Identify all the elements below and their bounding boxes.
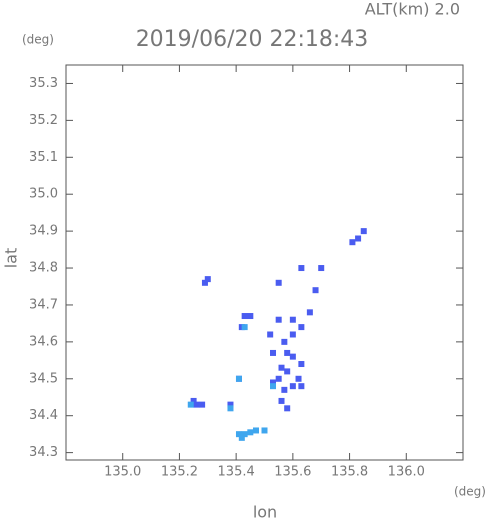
x-tick-label: 135.6: [274, 465, 311, 480]
echo: [298, 383, 305, 390]
echo: [298, 324, 305, 331]
echo: [235, 431, 242, 438]
plot-frame: [65, 64, 464, 461]
y-tick-label: 34.4: [29, 408, 58, 423]
y-tick-label: 35.0: [29, 187, 58, 202]
echo: [241, 431, 248, 438]
echo: [275, 316, 282, 323]
echo: [289, 331, 296, 338]
x-tick-label: 135.0: [104, 465, 141, 480]
echo: [289, 383, 296, 390]
echo: [284, 349, 291, 356]
echo: [298, 361, 305, 368]
echo: [201, 279, 208, 286]
echo: [270, 349, 277, 356]
y-tick-label: 34.6: [29, 334, 58, 349]
echo: [238, 434, 245, 441]
x-tick-label: 135.4: [218, 465, 255, 480]
echo: [275, 279, 282, 286]
echo: [281, 338, 288, 345]
echo: [318, 265, 325, 272]
chart-title: 2019/06/20 22:18:43: [136, 27, 369, 52]
echo: [281, 386, 288, 393]
echo: [241, 324, 248, 331]
echo: [199, 401, 206, 408]
echo: [241, 313, 248, 320]
echo: [289, 316, 296, 323]
y-tick-label: 34.9: [29, 224, 58, 239]
echo: [193, 401, 200, 408]
x-tick-label: 135.8: [331, 465, 368, 480]
echo: [270, 379, 277, 386]
echo: [284, 405, 291, 412]
echo: [278, 364, 285, 371]
altitude: ALT(km) 2.0: [365, 0, 460, 19]
echo: [275, 375, 282, 382]
echo: [278, 397, 285, 404]
echo: [298, 265, 305, 272]
x-tick-label: 135.2: [161, 465, 198, 480]
y-axis-label: lat: [2, 248, 21, 269]
echo: [312, 287, 319, 294]
echo: [190, 397, 197, 404]
echo: [261, 427, 268, 434]
y-tick-label: 35.1: [29, 150, 58, 165]
echo: [247, 313, 254, 320]
x-unit: (deg): [454, 485, 486, 499]
y-tick-label: 34.7: [29, 297, 58, 312]
echo: [355, 235, 362, 242]
echo: [235, 375, 242, 382]
echo: [227, 401, 234, 408]
echo: [247, 429, 254, 436]
y-tick-label: 34.5: [29, 371, 58, 386]
y-tick-label: 35.2: [29, 113, 58, 128]
x-axis-label: lon: [253, 503, 277, 522]
echo: [295, 375, 302, 382]
echo: [270, 383, 277, 390]
echo: [267, 331, 274, 338]
echo: [289, 353, 296, 360]
y-tick-label: 34.8: [29, 261, 58, 276]
echo: [252, 427, 259, 434]
echo: [284, 368, 291, 375]
y-tick-label: 35.3: [29, 76, 58, 91]
echo: [306, 309, 313, 316]
echo: [360, 228, 367, 235]
y-unit: (deg): [22, 33, 54, 47]
x-tick-label: 136.0: [388, 465, 425, 480]
echo: [227, 405, 234, 412]
echo: [187, 401, 194, 408]
echo: [349, 239, 356, 246]
y-tick-label: 34.3: [29, 445, 58, 460]
echo: [204, 276, 211, 283]
